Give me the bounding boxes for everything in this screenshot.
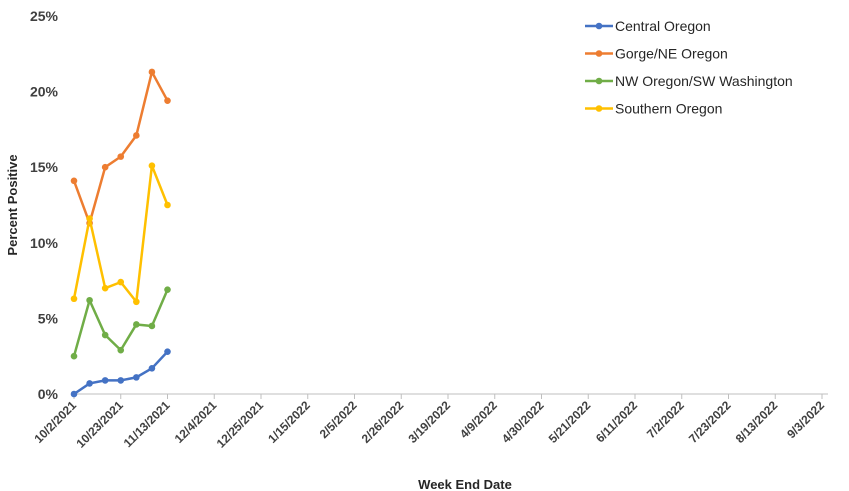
data-point: [133, 321, 140, 328]
x-axis-title: Week End Date: [418, 477, 512, 491]
y-tick-label: 20%: [30, 84, 59, 100]
series-group: [70, 68, 171, 398]
data-point: [117, 377, 125, 384]
series: [70, 348, 171, 398]
data-point: [164, 286, 171, 293]
x-tick-label: 2/26/2022: [359, 398, 407, 446]
legend: Central Oregon Gorge/NE Oregon NW Oregon/S…: [585, 18, 793, 117]
legend-item: Southern Oregon: [585, 101, 722, 117]
x-tick-label: 8/13/2022: [733, 398, 781, 446]
data-point: [86, 380, 93, 387]
data-point: [70, 352, 78, 360]
x-tick-label: 1/15/2022: [265, 398, 313, 446]
y-tick-label: 15%: [30, 159, 59, 175]
x-tick-label: 10/23/2021: [74, 398, 127, 451]
x-tick-label: 4/30/2022: [499, 398, 547, 446]
data-point: [164, 201, 171, 209]
legend-item: Central Oregon: [585, 18, 711, 34]
legend-marker: [595, 50, 603, 57]
data-point: [148, 364, 156, 372]
legend-label: Gorge/NE Oregon: [615, 46, 728, 62]
legend-item: NW Oregon/SW Washington: [585, 73, 793, 89]
data-point: [133, 298, 140, 306]
data-point: [164, 97, 171, 104]
data-point: [117, 153, 125, 160]
data-point: [70, 177, 78, 185]
y-axis-ticks: 0% 5% 10% 15% 20% 25%: [30, 8, 59, 402]
series-line: [72, 70, 169, 225]
legend-label: Central Oregon: [615, 18, 711, 34]
x-tick-label: 4/9/2022: [457, 398, 500, 441]
legend-marker: [595, 22, 603, 30]
y-tick-label: 10%: [30, 235, 59, 251]
legend-item: Gorge/NE Oregon: [585, 46, 728, 62]
data-point: [70, 295, 78, 303]
data-point: [117, 346, 125, 354]
x-tick-label: 2/5/2022: [317, 398, 360, 441]
x-tick-label: 9/3/2022: [784, 398, 827, 441]
series: [70, 68, 171, 227]
data-point: [117, 278, 125, 286]
data-point: [148, 162, 156, 169]
x-tick-label: 6/11/2022: [593, 398, 640, 445]
x-tick-label: 12/4/2021: [172, 398, 220, 446]
y-tick-label: 0%: [38, 386, 59, 402]
x-tick-label: 5/21/2022: [546, 398, 594, 446]
data-point: [133, 132, 140, 139]
x-tick-label: 3/19/2022: [405, 398, 453, 446]
x-tick-label: 7/23/2022: [686, 398, 734, 446]
series: [70, 286, 171, 360]
series: [70, 162, 171, 306]
data-point: [148, 68, 156, 76]
data-point: [101, 377, 109, 384]
legend-marker: [595, 77, 603, 85]
x-tick-label: 7/2/2022: [644, 398, 687, 441]
x-tick-label: 10/2/2021: [31, 398, 79, 446]
data-point: [70, 390, 78, 398]
y-tick-label: 5%: [38, 310, 59, 326]
y-tick-label: 25%: [30, 8, 59, 24]
x-tick-label: 11/13/2021: [121, 398, 173, 450]
data-point: [86, 296, 93, 304]
data-point: [101, 331, 109, 339]
x-tick-label: 12/25/2021: [214, 398, 267, 451]
legend-marker: [595, 105, 603, 112]
legend-label: Southern Oregon: [615, 101, 722, 117]
y-axis-title: Percent Positive: [5, 154, 20, 255]
data-point: [101, 284, 109, 292]
series-line: [73, 350, 169, 396]
data-point: [86, 215, 93, 222]
data-point: [133, 374, 140, 381]
data-point: [148, 322, 156, 330]
data-point: [164, 348, 171, 355]
data-point: [101, 163, 109, 171]
legend-label: NW Oregon/SW Washington: [615, 73, 793, 89]
